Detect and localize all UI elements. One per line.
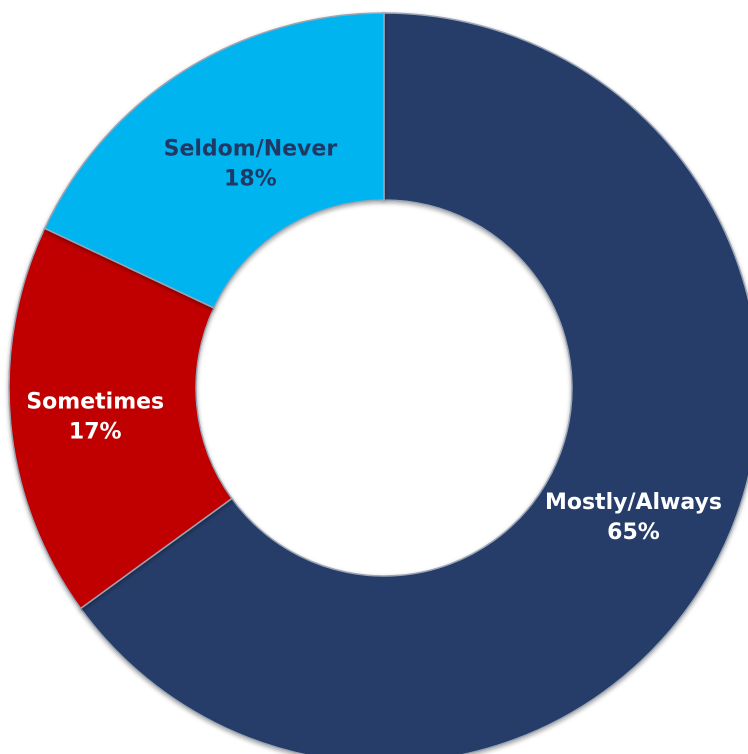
slice-label-value: 65% (607, 520, 660, 545)
slice-seldom-never (43, 12, 385, 309)
slice-label-name: Seldom/Never (164, 137, 338, 162)
slice-mostly-always (79, 12, 748, 754)
slice-sometimes (8, 227, 233, 610)
slice-label-name: Mostly/Always (545, 490, 722, 515)
slice-label-name: Sometimes (26, 389, 164, 414)
slice-label-value: 18% (224, 167, 277, 192)
labels-group: Mostly/Always 65% Sometimes 17% Seldom/Never… (26, 137, 722, 545)
slices-group (8, 12, 748, 754)
slice-label-value: 17% (69, 419, 122, 444)
